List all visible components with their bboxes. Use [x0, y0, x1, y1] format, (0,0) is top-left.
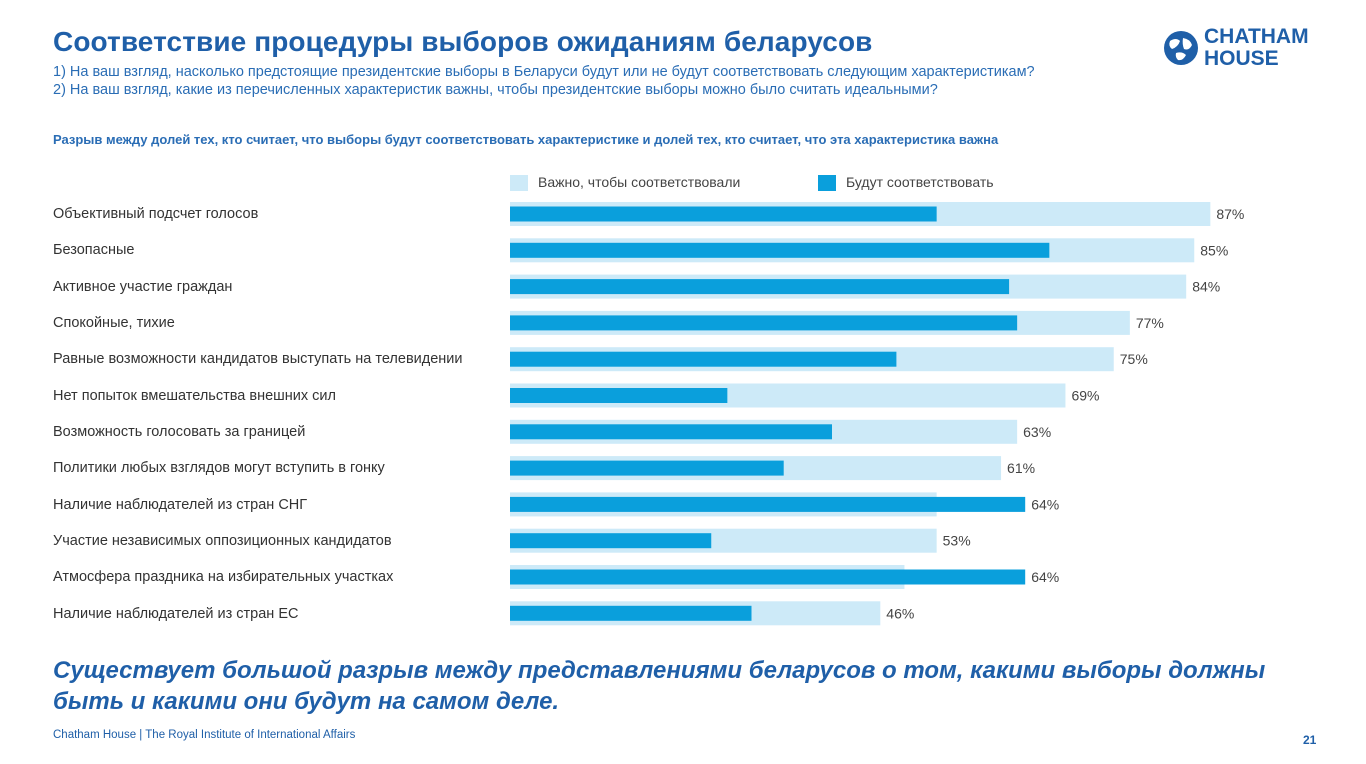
- bar-will-match: [510, 388, 728, 403]
- value-label: 64%: [1031, 496, 1059, 512]
- page-title: Соответствие процедуры выборов ожиданиям…: [53, 26, 873, 57]
- bar-will-match: [510, 569, 1026, 585]
- bar-will-match: [510, 351, 897, 367]
- value-label: 75%: [1120, 351, 1148, 367]
- question-1: 1) На ваш взгляд, насколько предстоящие …: [53, 64, 1035, 80]
- bar-will-match: [510, 315, 1018, 331]
- value-label: 64%: [1031, 569, 1059, 585]
- bar-will-match: [510, 496, 1026, 512]
- category-label: Наличие наблюдателей из стран СНГ: [53, 497, 308, 513]
- bar-will-match: [510, 279, 1010, 295]
- category-label: Наличие наблюдателей из стран ЕС: [53, 606, 299, 622]
- value-label: 61%: [1007, 460, 1035, 476]
- value-label: 63%: [1023, 424, 1051, 440]
- bar-will-match: [510, 242, 1050, 258]
- value-label: 85%: [1200, 242, 1228, 258]
- footer-text: Chatham House | The Royal Institute of I…: [53, 729, 356, 741]
- value-label: 77%: [1136, 315, 1164, 331]
- value-label: 87%: [1216, 206, 1244, 222]
- chart-title: Разрыв между долей тех, кто считает, что…: [53, 132, 999, 147]
- category-label: Участие независимых оппозиционных кандид…: [53, 533, 392, 549]
- bar-will-match: [510, 206, 937, 222]
- category-label: Политики любых взглядов могут вступить в…: [53, 460, 385, 476]
- value-label: 69%: [1071, 388, 1099, 404]
- legend-label-important: Важно, чтобы соответствовали: [538, 174, 741, 190]
- question-2: 2) На ваш взгляд, какие из перечисленных…: [53, 82, 938, 98]
- category-label: Безопасные: [53, 242, 135, 258]
- category-label: Равные возможности кандидатов выступать …: [53, 351, 463, 367]
- bar-will-match: [510, 424, 832, 440]
- legend-swatch-will-match: [818, 175, 836, 191]
- chatham-house-logo: CHATHAM HOUSE: [1162, 26, 1322, 76]
- category-label: Спокойные, тихие: [53, 315, 175, 331]
- logo-line-1: CHATHAM: [1204, 25, 1309, 48]
- category-label: Нет попыток вмешательства внешних сил: [53, 388, 336, 404]
- category-label: Активное участие граждан: [53, 279, 233, 295]
- category-label: Объективный подсчет голосов: [53, 206, 259, 222]
- legend-swatch-important: [510, 175, 528, 191]
- value-label: 84%: [1192, 279, 1220, 295]
- legend-label-will-match: Будут соответствовать: [846, 174, 994, 190]
- category-label: Атмосфера праздника на избирательных уча…: [53, 569, 394, 585]
- bar-will-match: [510, 460, 784, 476]
- bar-will-match: [510, 605, 752, 621]
- globe-icon: [1164, 31, 1198, 65]
- value-label: 53%: [943, 533, 971, 549]
- category-label: Возможность голосовать за границей: [53, 424, 306, 440]
- conclusion-text: Существует большой разрыв между представ…: [53, 657, 1266, 715]
- bar-chart: 87% 85% 84% 77% 75% 69% 63% 61% 64% 53% 64% 46%: [510, 202, 1244, 626]
- page-number: 21: [1303, 733, 1317, 747]
- logo-line-2: HOUSE: [1204, 47, 1279, 70]
- value-label: 46%: [886, 605, 914, 621]
- bar-will-match: [510, 533, 712, 549]
